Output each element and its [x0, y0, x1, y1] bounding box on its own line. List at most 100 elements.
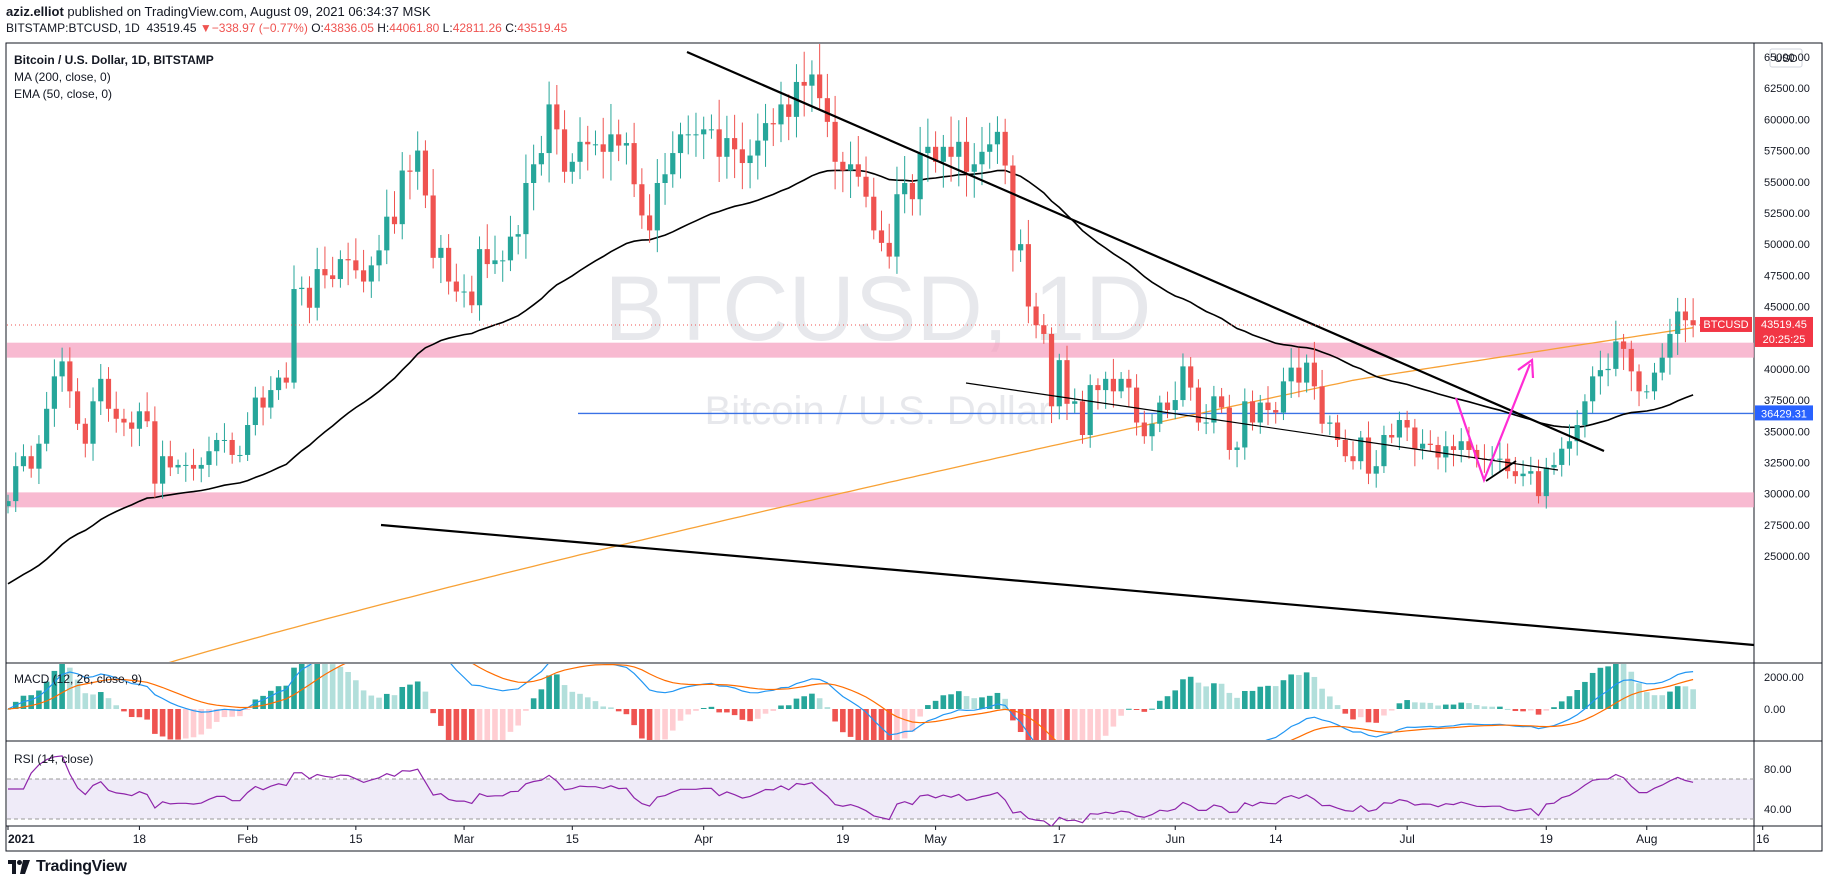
macd-tick: 0.00 — [1764, 704, 1785, 716]
candle — [1644, 384, 1650, 399]
candle — [1404, 410, 1410, 442]
macd-hist-bar — [275, 686, 282, 709]
candle — [7, 494, 11, 514]
candle — [407, 154, 413, 200]
candle — [1327, 415, 1333, 435]
candle — [1342, 429, 1348, 463]
candle — [206, 436, 212, 478]
macd-hist-bar — [1636, 683, 1642, 709]
chart-frame — [5, 42, 1823, 852]
candle — [994, 116, 1001, 164]
macd-hist-bar — [1133, 709, 1140, 710]
candle — [160, 440, 166, 499]
time-axis[interactable]: 2021 18 Feb 15 Mar 15 Apr 19 May 17 Jun 14 Jul 19 Aug 1… — [7, 826, 1828, 846]
macd-hist-bar — [971, 698, 978, 709]
candle — [1458, 428, 1464, 463]
candle — [1149, 413, 1155, 451]
candle — [345, 242, 351, 286]
candle — [82, 418, 88, 458]
candle — [1574, 410, 1580, 456]
trendline-inner[interactable] — [965, 382, 1559, 471]
macd-hist-bar — [1504, 708, 1511, 710]
candle — [554, 85, 560, 155]
candle — [1365, 421, 1372, 485]
macd-hist-bar — [1017, 709, 1024, 733]
candle — [801, 51, 807, 117]
time-tick: 2021 — [8, 832, 35, 846]
candle — [507, 215, 514, 272]
macd-hist-bar — [894, 709, 900, 740]
macd-hist-bar — [1682, 686, 1689, 709]
macd-hist-bar — [221, 709, 228, 718]
brand-text: TradingView — [36, 858, 127, 875]
time-tick: Aug — [1636, 832, 1657, 846]
candle — [623, 132, 629, 165]
trendline-short[interactable] — [1485, 460, 1517, 482]
candle — [430, 169, 436, 269]
tradingview-logo[interactable]: TradingView — [8, 858, 127, 876]
candle — [1133, 374, 1140, 436]
trendlines[interactable] — [380, 50, 1754, 647]
candle — [183, 452, 189, 482]
projection-arrow[interactable] — [1454, 363, 1532, 484]
candle — [1002, 118, 1008, 185]
macd-hist-bar — [1164, 696, 1171, 709]
candle — [824, 73, 830, 138]
currency-button[interactable] — [1769, 48, 1803, 68]
hline-badge — [1755, 405, 1813, 421]
macd-hist-bar — [1528, 709, 1534, 711]
candle — [283, 362, 289, 389]
candle — [693, 112, 699, 157]
time-tick: Jul — [1399, 832, 1414, 846]
candle — [1056, 353, 1062, 420]
candle — [1497, 442, 1503, 471]
candle — [538, 135, 544, 176]
candle — [446, 234, 452, 295]
time-tick: May — [924, 832, 947, 846]
candle — [1559, 437, 1565, 477]
candle — [677, 122, 684, 179]
candle — [1628, 340, 1634, 392]
macd-hist-bar — [1272, 686, 1279, 709]
macd-hist-bar — [1381, 709, 1387, 716]
macd-hist-bar — [1582, 681, 1588, 709]
macd-hist-bar — [731, 709, 738, 716]
candle — [144, 392, 150, 428]
candle — [36, 435, 42, 485]
candle — [1164, 391, 1171, 419]
candle — [716, 99, 722, 182]
time-tick: 18 — [133, 832, 147, 846]
macd-hist-bar — [399, 686, 406, 709]
price-tick: 30000.00 — [1764, 489, 1810, 501]
candle — [190, 448, 197, 481]
candle — [1597, 350, 1603, 395]
candle — [1690, 298, 1696, 338]
candle — [13, 452, 19, 512]
candle — [523, 154, 529, 259]
candle — [847, 141, 854, 199]
macd-hist-bar — [1156, 700, 1163, 709]
macd-hist-bar — [608, 707, 614, 709]
candle — [755, 113, 761, 180]
candle — [515, 224, 521, 255]
publisher-name[interactable]: aziz.elliot — [6, 4, 64, 19]
macd-hist-bar — [1118, 709, 1124, 716]
macd-hist-bar — [1141, 709, 1148, 712]
price-tick: 62500.00 — [1764, 83, 1810, 95]
macd-hist-bar — [863, 709, 869, 740]
price-axis[interactable]: 65000.00 62500.00 60000.00 57500.00 55000.00… — [1764, 52, 1810, 816]
candle — [245, 412, 251, 461]
trendline-upper[interactable] — [686, 50, 1605, 453]
candle — [98, 364, 104, 415]
macd-hist-bar — [167, 709, 174, 740]
macd-hist-bar — [940, 695, 947, 709]
price-tick: 32500.00 — [1764, 457, 1810, 469]
price-tick: 65000.00 — [1764, 52, 1810, 64]
candle — [484, 224, 490, 279]
candle — [1350, 441, 1356, 470]
candle — [1025, 219, 1031, 324]
price-tick: 45000.00 — [1764, 302, 1810, 314]
trendline-lower[interactable] — [380, 523, 1754, 647]
candle — [871, 177, 877, 240]
